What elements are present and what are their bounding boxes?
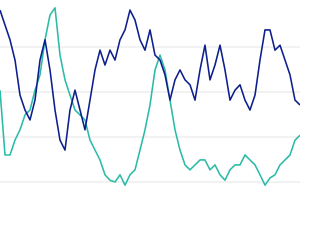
- series-line: [0, 7, 300, 186]
- chart: [0, 7, 300, 186]
- series-line: [0, 9, 300, 151]
